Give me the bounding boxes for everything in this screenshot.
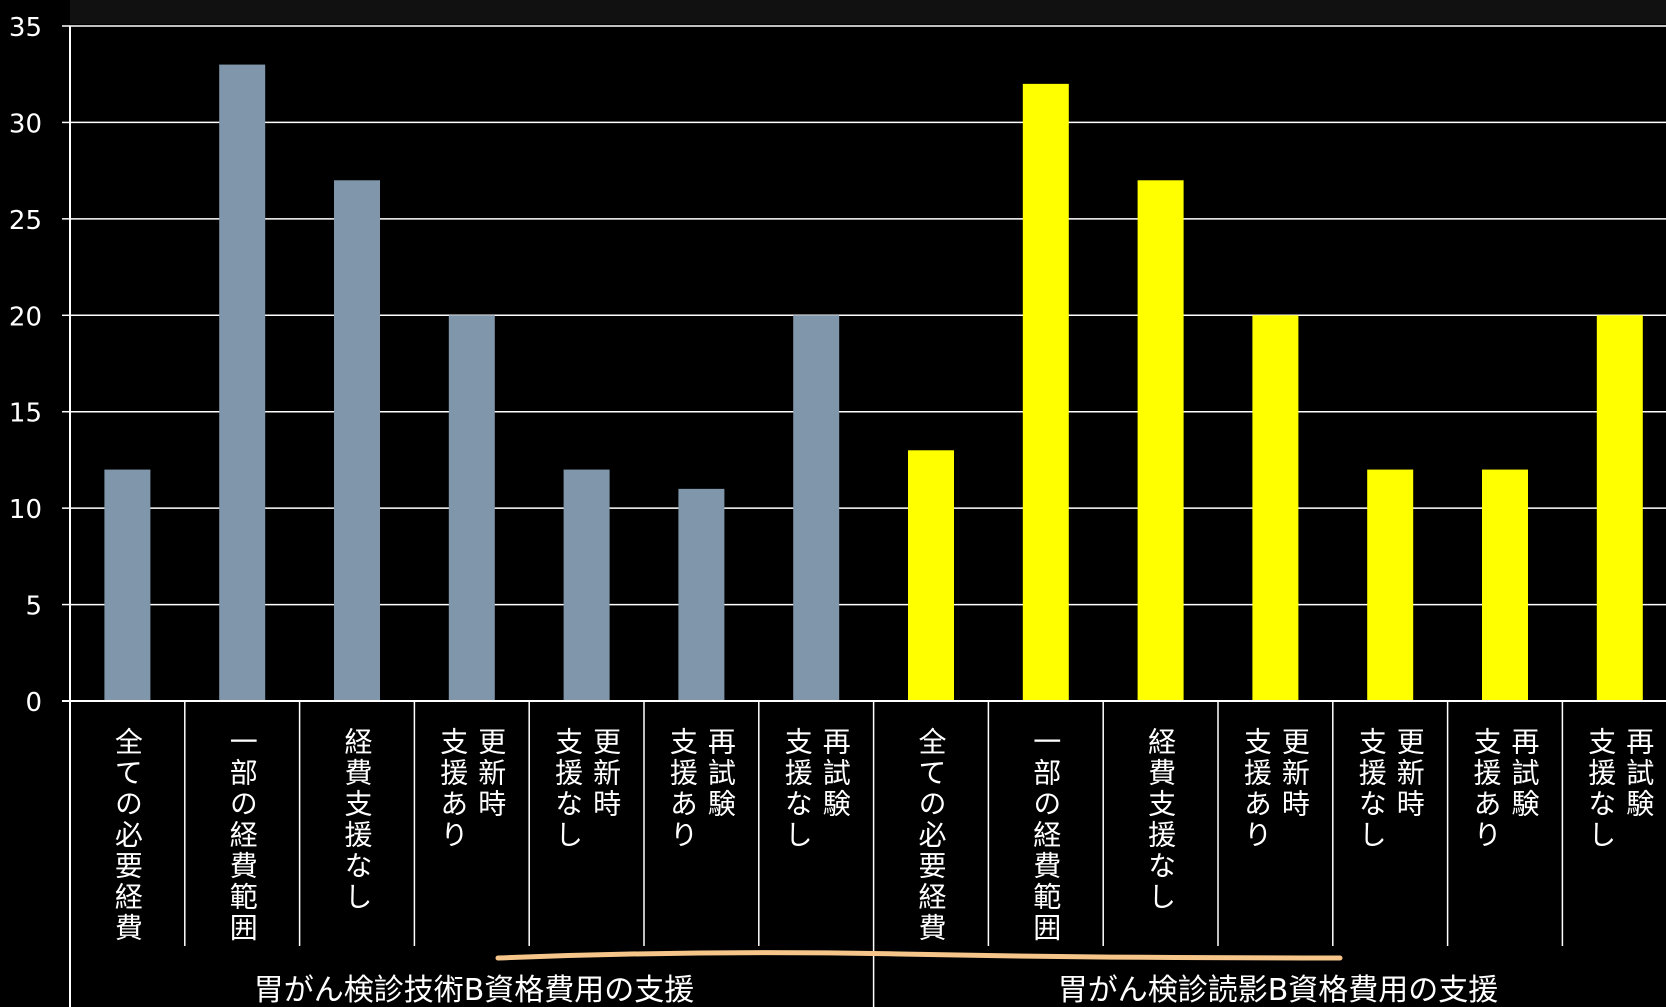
category-label: 支援なし [1355,727,1388,851]
bar [793,315,840,701]
y-tick-label: 30 [9,109,42,139]
category-label: 支援なし [551,727,584,851]
y-tick-label: 5 [25,592,42,622]
category-label: 経費支援なし [341,727,374,913]
bar [219,64,266,702]
bar [1596,315,1643,701]
y-tick-label: 20 [9,302,42,332]
category-label: 再試験 [1622,727,1655,820]
category-label: 支援あり [1240,727,1273,851]
category-label: 全ての必要経費 [111,727,144,944]
y-tick-label: 15 [9,399,42,429]
y-tick-label: 0 [25,688,42,718]
bar [1022,83,1069,702]
group-label-right: 胃がん検診読影B資格費用の支援 [1058,973,1499,1007]
category-label: 更新時 [589,727,622,820]
y-tick-label: 10 [9,495,42,525]
bar [1367,469,1414,701]
category-label: 一部の経費範囲 [1029,727,1062,944]
bar [678,488,725,701]
bar [104,469,151,701]
category-label: 再試験 [819,727,852,820]
bar [1252,315,1299,701]
category-label: 支援あり [436,727,469,851]
category-label: 更新時 [1278,727,1311,820]
category-label: 経費支援なし [1144,727,1177,913]
bar [1482,469,1528,701]
y-tick-label: 35 [9,13,42,43]
category-label: 支援あり [666,727,699,851]
bar [448,315,495,701]
bar [334,180,380,702]
category-label: 再試験 [1508,727,1541,820]
bars [104,64,1643,702]
y-axis-tick-labels: 0 5 10 15 20 25 30 35 [9,13,70,718]
bar [1137,180,1184,702]
brace-decoration [495,950,1343,961]
category-label: 一部の経費範囲 [226,727,259,944]
category-label: 更新時 [474,727,507,820]
group-labels: 胃がん検診技術B資格費用の支援 胃がん検診読影B資格費用の支援 [254,950,1499,1007]
category-label: 支援あり [1470,727,1503,851]
category-label: 支援なし [781,727,814,851]
y-tick-label: 25 [9,206,42,236]
bar [908,450,954,701]
group-label-left: 胃がん検診技術B資格費用の支援 [254,973,695,1007]
category-label: 更新時 [1393,727,1426,820]
axes [62,26,1666,1007]
category-label: 再試験 [704,727,737,820]
bar [563,469,610,701]
category-label: 支援なし [1584,727,1617,851]
category-label: 全ての必要経費 [915,727,948,944]
top-shade [70,0,1666,24]
